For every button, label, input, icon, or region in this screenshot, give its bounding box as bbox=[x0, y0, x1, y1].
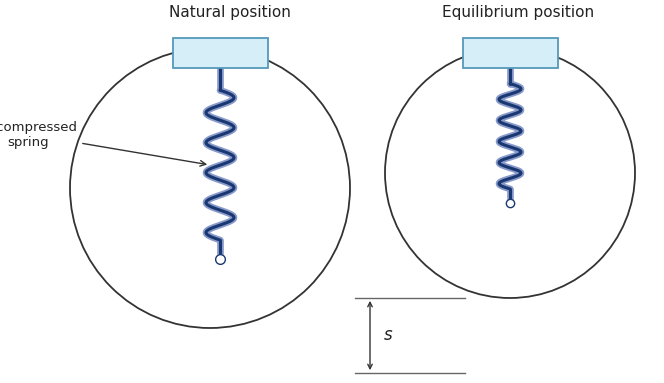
Text: s: s bbox=[384, 326, 392, 344]
Text: Equilibrium position: Equilibrium position bbox=[442, 5, 594, 20]
Text: Natural position: Natural position bbox=[169, 5, 291, 20]
FancyBboxPatch shape bbox=[463, 38, 558, 68]
Text: Uncompressed
spring: Uncompressed spring bbox=[0, 121, 78, 149]
FancyBboxPatch shape bbox=[173, 38, 268, 68]
